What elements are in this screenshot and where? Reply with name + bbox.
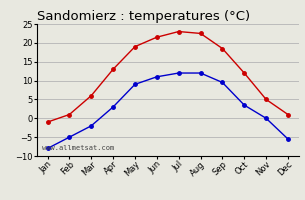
Text: www.allmetsat.com: www.allmetsat.com: [42, 145, 114, 151]
Text: Sandomierz : temperatures (°C): Sandomierz : temperatures (°C): [37, 10, 250, 23]
